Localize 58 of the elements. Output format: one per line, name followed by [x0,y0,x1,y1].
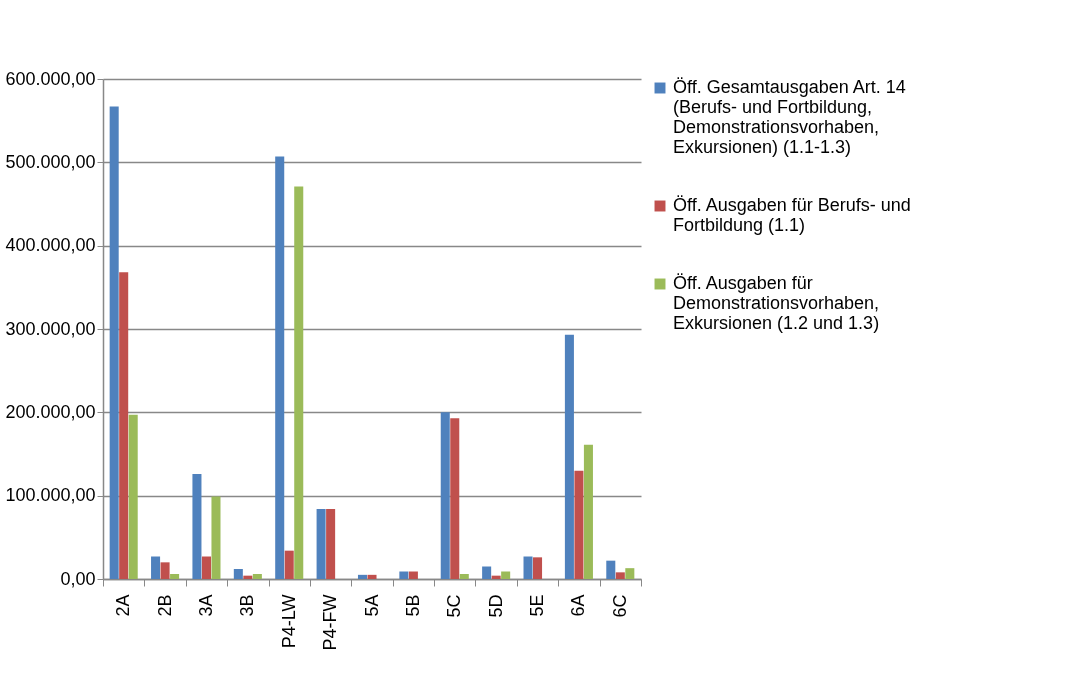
bar [211,496,221,579]
bar [316,509,326,579]
bar [275,156,285,579]
bar [119,272,129,579]
x-tick-label: 5C [444,594,465,618]
bar [109,106,119,579]
y-tick-label: 500.000,00 [5,151,96,172]
bar [233,569,243,579]
x-tick-label: P4-FW [320,594,341,651]
x-tick-label: 6A [568,594,589,617]
bar [501,571,511,579]
bar [192,474,202,579]
bar [357,574,368,579]
bar [201,556,211,579]
bar [564,334,574,579]
bar [533,557,543,579]
bar [160,562,170,579]
bar [399,571,409,579]
x-tick-label: 5B [402,594,423,617]
y-tick-label: 100.000,00 [5,485,96,506]
bar [583,444,593,579]
bar [151,556,161,579]
bar [440,412,450,579]
y-tick-label: 600.000,00 [5,68,96,89]
bar [284,550,294,579]
x-tick-label: P4-LW [278,594,299,649]
bar [606,560,616,579]
bar [326,509,336,579]
x-tick-label: 2B [154,594,175,617]
y-tick-label: 300.000,00 [5,318,96,339]
bar [615,572,625,579]
x-tick-label: 5D [485,594,506,618]
y-tick-label: 200.000,00 [5,401,96,422]
bar [482,566,492,579]
bar [294,186,304,579]
x-tick-label: 3A [195,594,216,617]
bar [408,571,418,579]
x-tick-label: 5A [361,594,382,617]
y-tick-label: 0,00 [60,568,96,589]
bar [252,574,262,579]
bar [491,575,501,579]
x-tick-label: 5E [527,594,548,617]
bar [128,414,138,579]
bar [450,418,460,579]
bar [170,574,180,579]
legend-label: Öff. Gesamtausgaben Art. 14 (Berufs- und Fortbildung, Demonstrationsvorhaben, Exkursionen) (1.1-1.3) [673,77,906,157]
bar [243,575,253,579]
x-tick-label: 6C [609,594,630,618]
x-tick-label: 3B [237,594,258,617]
bar [459,574,469,579]
legend-label: Öff. Ausgaben für Demonstrationsvorhaben, Exkursionen (1.2 und 1.3) [673,273,880,333]
legend-label: Öff. Ausgaben für Berufs- und Fortbildung (1.1) [673,195,911,235]
y-tick-label: 400.000,00 [5,235,96,256]
bar [625,568,635,579]
bar [574,470,584,579]
bar [367,574,377,579]
x-tick-label: 2A [113,594,134,617]
bar [523,556,533,579]
